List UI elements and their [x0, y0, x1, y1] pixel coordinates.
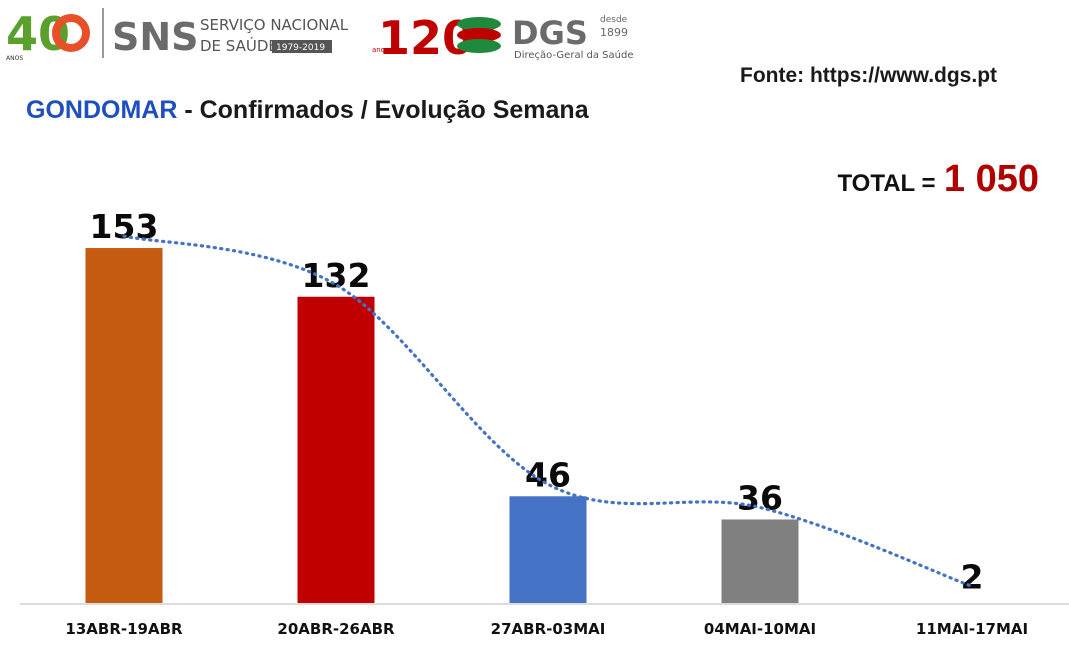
bar-1 — [85, 248, 163, 604]
sns-years-badge — [272, 40, 332, 53]
sns-forty-ring — [52, 14, 90, 52]
source-text: Fonte: https://www.dgs.pt — [740, 64, 998, 87]
category-label-1: 13ABR-19ABR — [65, 620, 183, 638]
category-label-5: 11MAI-17MAI — [916, 620, 1028, 638]
total-summary: TOTAL = 1 050 — [837, 158, 1039, 201]
sns-years: 1979-2019 — [276, 43, 325, 53]
sns-name-line1: SERVIÇO NACIONAL — [200, 16, 349, 34]
dgs-acronym: DGS — [512, 14, 588, 52]
dgs-since-line2: 1899 — [600, 26, 628, 39]
dgs-anniversary-number: 120 — [378, 11, 474, 65]
bar-value-label-1: 153 — [90, 207, 159, 246]
trendline — [122, 234, 974, 588]
bar-value-label-2: 132 — [302, 256, 371, 295]
total-value: 1 050 — [943, 158, 1039, 200]
sns-40-logo: 40 ANOS — [6, 7, 90, 62]
page-title: GONDOMAR - Confirmados / Evolução Semana — [26, 96, 589, 125]
dgs-anniversary-caption: anos — [372, 46, 389, 54]
bar-2 — [297, 296, 375, 603]
title-region: GONDOMAR — [26, 96, 178, 124]
sns-forty-caption: ANOS — [6, 55, 23, 62]
bar-value-label-5: 2 — [961, 557, 984, 596]
bar-value-label-4: 36 — [737, 478, 783, 517]
dgs-120-logo: anos 120 — [372, 11, 474, 65]
dgs-name: Direção-Geral da Saúde — [514, 49, 634, 61]
bars-group — [85, 248, 1011, 604]
category-label-2: 20ABR-26ABR — [277, 620, 395, 638]
category-label-3: 27ABR-03MAI — [491, 620, 606, 638]
title-subtitle: - Confirmados / Evolução Semana — [177, 96, 589, 124]
dgs-since-line1: desde — [600, 15, 628, 25]
bar-5 — [933, 598, 1011, 603]
bar-3 — [509, 496, 587, 603]
dgs-emblem-icon — [457, 17, 501, 53]
bar-4 — [721, 519, 799, 603]
category-labels-group: 13ABR-19ABR 20ABR-26ABR 27ABR-03MAI 04MAI-1… — [65, 620, 1028, 638]
logo-bar: 40 ANOS SNS SERVIÇO NACIONAL DE SAÚDE 19… — [6, 7, 634, 65]
sns-acronym: SNS — [112, 15, 199, 59]
total-label: TOTAL = — [837, 170, 936, 197]
category-label-4: 04MAI-10MAI — [704, 620, 816, 638]
sns-name-line2: DE SAÚDE — [200, 36, 278, 55]
